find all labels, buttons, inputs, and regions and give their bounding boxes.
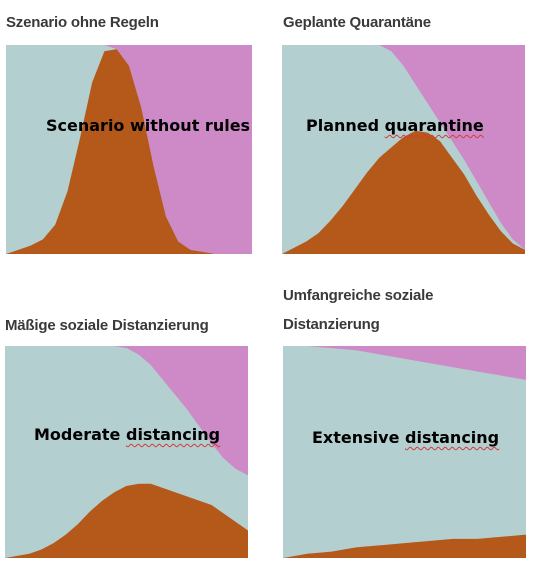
chart-plot-2	[282, 45, 525, 254]
annotation-word: distancing	[125, 425, 221, 444]
chart-annotation-2: Planned quarantine	[306, 116, 484, 135]
chart-plot-1	[6, 45, 252, 254]
infected-area	[283, 534, 526, 558]
chart-title-2: Geplante Quarantäne	[283, 14, 431, 31]
chart-annotation-3: Moderate distancing	[34, 425, 220, 444]
annotation-word: without	[130, 116, 200, 135]
chart-svg-2	[282, 45, 525, 254]
annotation-word: distancing	[405, 428, 500, 447]
chart-plot-4	[283, 346, 526, 558]
chart-svg-3	[5, 346, 248, 558]
infected-area	[6, 49, 252, 254]
infected-area	[5, 483, 248, 558]
annotation-word: Extensive	[312, 428, 400, 447]
recovered-area	[6, 45, 252, 254]
chart-title-1: Szenario ohne Regeln	[6, 14, 159, 31]
chart-annotation-4: Extensive distancing	[312, 428, 499, 447]
annotation-word: rules	[204, 116, 251, 135]
chart-plot-3	[5, 346, 248, 558]
recovered-area	[283, 346, 526, 380]
chart-title-4-line-2: Distanzierung	[283, 316, 380, 333]
chart-title-4-line-1: Umfangreiche soziale	[283, 287, 434, 304]
annotation-word: Moderate	[34, 425, 121, 444]
chart-svg-1	[6, 45, 252, 254]
chart-annotation-1: Scenario without rules	[46, 116, 250, 135]
annotation-word: quarantine	[384, 116, 484, 135]
susceptible-area	[283, 346, 526, 558]
infected-area	[282, 130, 525, 254]
chart-svg-4	[283, 346, 526, 558]
annotation-word: Planned	[306, 116, 380, 135]
annotation-word: Scenario	[46, 116, 125, 135]
chart-title-3: Mäßige soziale Distanzierung	[5, 317, 209, 334]
recovered-area	[282, 45, 525, 250]
recovered-area	[5, 346, 248, 476]
